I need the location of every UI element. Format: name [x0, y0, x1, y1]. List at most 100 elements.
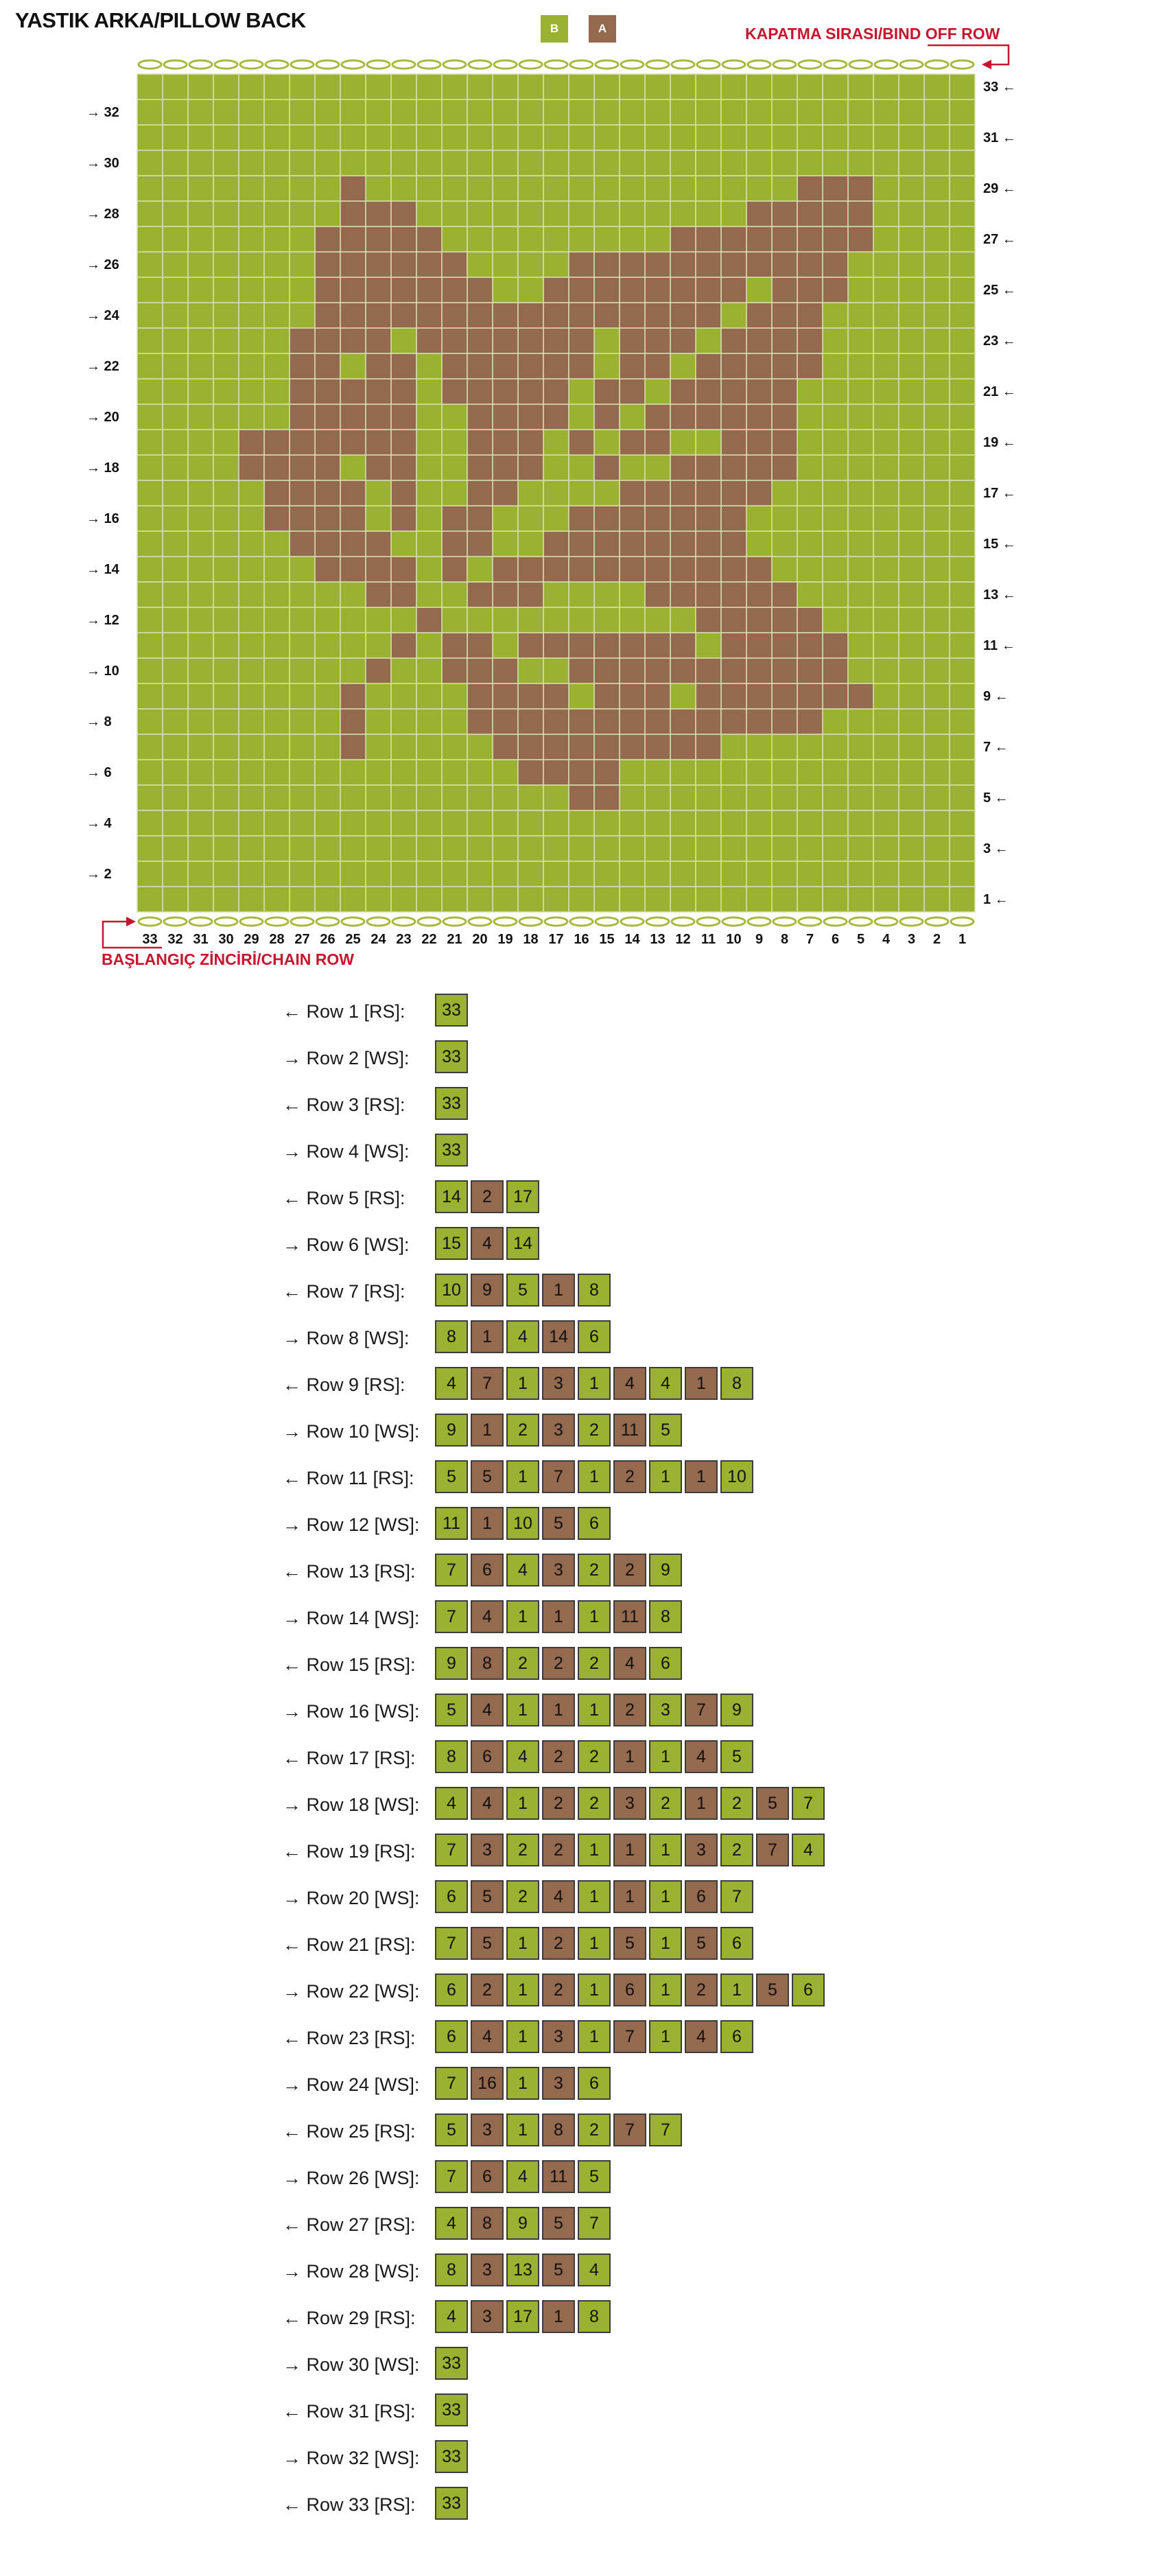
- chart-cell: [441, 556, 468, 583]
- chart-cell: [746, 632, 773, 659]
- chart-cell: [898, 480, 925, 506]
- chart-cell: [213, 759, 239, 786]
- stitch-count-box: 1: [613, 1880, 646, 1913]
- instruction-row: → Row 28 [WS]: 8 3 13 5 4: [0, 2253, 1154, 2289]
- chart-cell: [365, 327, 392, 354]
- chart-cell: [441, 429, 468, 456]
- stitch-count-box: 1: [685, 1460, 718, 1493]
- row-number-left: → 28: [86, 207, 119, 222]
- chart-cell: [543, 200, 569, 227]
- stitch-count-box: 8: [471, 1647, 504, 1680]
- chart-cell: [923, 150, 950, 176]
- chain-stitch: [416, 59, 442, 70]
- chart-cell: [873, 632, 899, 659]
- chart-cell: [314, 860, 341, 887]
- instruction-segments: 11 1 10 5 6: [435, 1507, 611, 1540]
- stitch-count-box: 1: [649, 1460, 682, 1493]
- stitch-count-box: 4: [649, 1367, 682, 1400]
- chart-cell: [644, 429, 671, 456]
- column-number: 11: [700, 932, 716, 947]
- stitch-count-box: 1: [578, 1834, 611, 1866]
- chart-cell: [797, 581, 823, 608]
- chart-cell: [314, 277, 341, 303]
- chart-cell: [771, 581, 798, 608]
- chart-cell: [314, 150, 341, 176]
- stitch-count-box: 8: [471, 2207, 504, 2240]
- chart-cell: [949, 886, 976, 913]
- chart-cell: [314, 429, 341, 456]
- stitch-count-box: 7: [435, 2067, 468, 2100]
- chart-cell: [314, 505, 341, 532]
- instruction-row-label: ← Row 27 [RS]:: [283, 2214, 416, 2235]
- chart-cell: [416, 175, 443, 202]
- chart-cell: [187, 226, 214, 253]
- stitch-count-box: 4: [685, 1740, 718, 1773]
- chart-cell: [137, 784, 163, 811]
- chart-cell: [797, 251, 823, 278]
- chart-cell: [873, 759, 899, 786]
- chart-cell: [847, 734, 874, 760]
- instruction-row-label: → Row 10 [WS]:: [283, 1421, 420, 1442]
- instruction-row-label: ← Row 23 [RS]:: [283, 2028, 416, 2048]
- chart-cell: [213, 835, 239, 862]
- chart-cell: [162, 835, 189, 862]
- chart-cell: [873, 708, 899, 735]
- chart-cell: [517, 277, 544, 303]
- stitch-count-box: 5: [720, 1740, 753, 1773]
- chart-cell: [619, 353, 646, 379]
- chart-cell: [670, 505, 696, 532]
- chart-cell: [771, 759, 798, 786]
- instruction-row-label: → Row 28 [WS]:: [283, 2261, 420, 2282]
- chart-cell: [720, 302, 747, 329]
- chart-cell: [873, 175, 899, 202]
- column-number: 18: [523, 932, 539, 947]
- chart-cell: [873, 302, 899, 329]
- chart-cell: [263, 759, 290, 786]
- chart-cell: [619, 505, 646, 532]
- instruction-row: → Row 2 [WS]: 33: [0, 1040, 1154, 1076]
- chart-cell: [289, 860, 316, 887]
- chart-cell: [923, 200, 950, 227]
- chart-cell: [238, 657, 265, 684]
- stitch-count-box: 2: [720, 1834, 753, 1866]
- chart-cell: [593, 124, 620, 151]
- chart-cell: [467, 150, 493, 176]
- instruction-row: → Row 32 [WS]: 33: [0, 2440, 1154, 2476]
- chain-stitch: [620, 59, 645, 70]
- instruction-row-label: ← Row 17 [RS]:: [283, 1748, 416, 1768]
- chart-cell: [746, 200, 773, 227]
- chain-stitch: [340, 916, 366, 927]
- stitch-count-box: 8: [542, 2114, 575, 2146]
- chart-cell: [365, 73, 392, 100]
- chart-cell: [340, 124, 366, 151]
- chart-cell: [771, 403, 798, 430]
- instruction-row: ← Row 3 [RS]: 33: [0, 1087, 1154, 1123]
- chart-cell: [949, 226, 976, 253]
- chart-cell: [365, 835, 392, 862]
- chart-cell: [365, 657, 392, 684]
- chart-cell: [213, 657, 239, 684]
- chart-cell: [771, 378, 798, 405]
- instruction-row: → Row 14 [WS]: 7 4 1 1 1 11 8: [0, 1600, 1154, 1636]
- chart-cell: [644, 353, 671, 379]
- chart-cell: [695, 734, 722, 760]
- chart-cell: [619, 150, 646, 176]
- legend-a-box: A: [589, 15, 616, 43]
- chart-cell: [517, 657, 544, 684]
- chart-cell: [238, 200, 265, 227]
- chart-cell: [923, 556, 950, 583]
- stitch-count-box: 13: [506, 2253, 539, 2286]
- stitch-count-box: 2: [542, 1834, 575, 1866]
- chart-cell: [695, 353, 722, 379]
- column-number: 32: [167, 932, 183, 947]
- row-number-right: 29 ←: [983, 181, 1016, 196]
- chart-cell: [263, 581, 290, 608]
- chart-cell: [137, 759, 163, 786]
- stitch-count-box: 7: [435, 1600, 468, 1633]
- chart-cell: [746, 657, 773, 684]
- instruction-row-label: → Row 6 [WS]:: [283, 1234, 410, 1255]
- column-number: 26: [320, 932, 335, 947]
- chain-stitch: [873, 59, 899, 70]
- chart-cell: [238, 226, 265, 253]
